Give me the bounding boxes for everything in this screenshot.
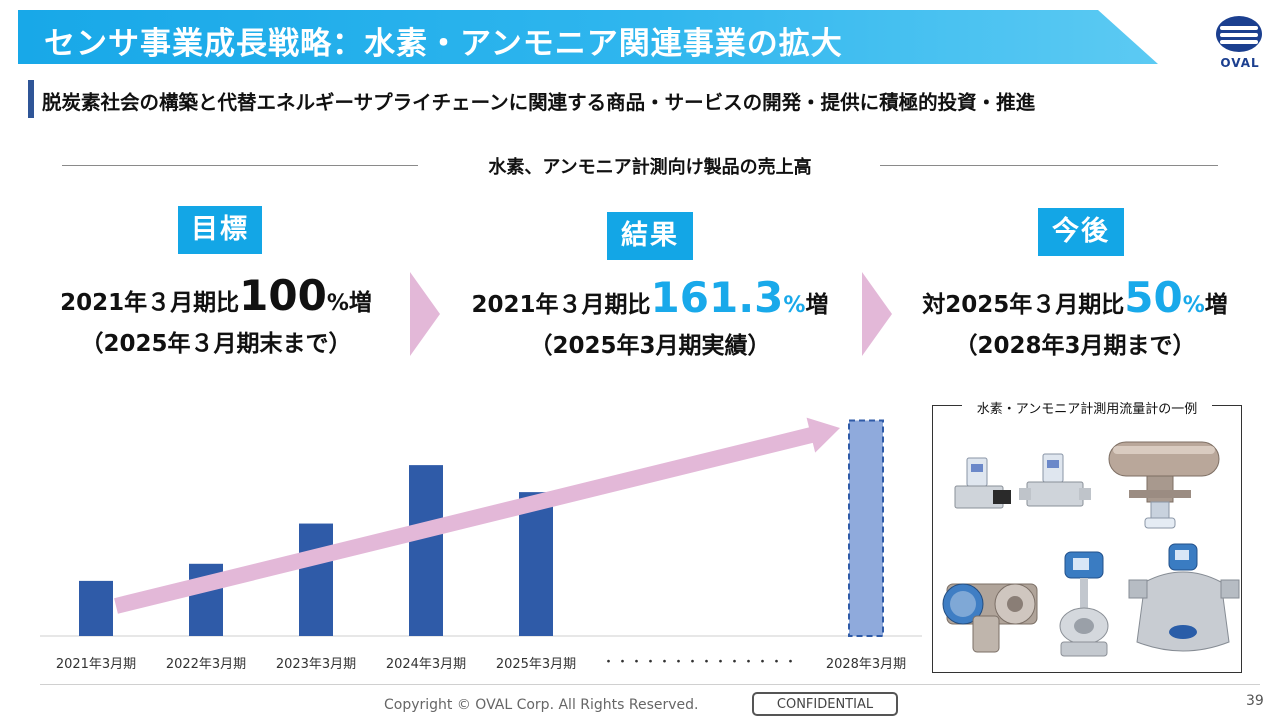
x-tick-label: 2022年3月期	[166, 657, 246, 672]
x-tick-label: 2025年3月期	[496, 657, 576, 672]
footer-divider	[40, 684, 1260, 685]
subtitle-accent-bar	[28, 80, 34, 118]
x-tick-label: 2024年3月期	[386, 657, 466, 672]
flowmeter-photo-panel	[932, 405, 1242, 673]
result-note: （2025年3月期実績）	[529, 333, 771, 359]
trend-arrow	[114, 417, 840, 614]
target-prefix: 2021年３月期比	[60, 290, 240, 316]
future-unit: %	[1182, 293, 1205, 318]
oval-logo: OVAL	[1212, 10, 1268, 76]
coriolis-meter-oval-icon	[1128, 543, 1240, 652]
section-divider-right	[880, 165, 1218, 166]
target-unit: %	[326, 291, 349, 316]
target-label: 目標	[178, 206, 262, 254]
result-stat: 2021年３月期比161.3%増 （2025年3月期実績）	[444, 276, 856, 364]
future-note: （2028年3月期まで）	[954, 333, 1196, 359]
copyright-text: Copyright © OVAL Corp. All Rights Reserv…	[384, 697, 699, 713]
target-suffix: 増	[348, 290, 372, 316]
mass-flow-controller-icon	[954, 453, 1091, 509]
future-stat: 対2025年３月期比50%増 （2028年3月期まで）	[892, 276, 1258, 364]
gap-marker: ・・・・・・・・・・・・・・	[602, 655, 798, 670]
trend-arrow-shape	[114, 417, 840, 614]
section-divider-left	[62, 165, 418, 166]
oval-logo-icon	[1216, 16, 1262, 52]
section-title: 水素、アンモニア計測向け製品の売上高	[488, 157, 812, 178]
target-value: 100	[239, 271, 327, 320]
confidential-badge: CONFIDENTIAL	[752, 692, 898, 716]
target-stat: 2021年３月期比100%増 （2025年３月期末まで）	[20, 274, 412, 362]
page-title: センサ事業成長戦略：水素・アンモニア関連事業の拡大	[44, 26, 843, 62]
bar	[299, 523, 333, 636]
result-prefix: 2021年３月期比	[471, 292, 651, 318]
x-tick-label: 2021年3月期	[56, 657, 136, 672]
target-note: （2025年３月期末まで）	[80, 331, 352, 357]
result-unit: %	[783, 293, 806, 318]
x-tick-label: 2028年3月期	[826, 657, 906, 672]
future-suffix: 増	[1204, 292, 1228, 318]
result-suffix: 増	[805, 292, 829, 318]
future-prefix: 対2025年３月期比	[922, 292, 1125, 318]
result-value: 161.3	[650, 273, 784, 322]
coriolis-meter-horizontal-icon	[1108, 441, 1220, 529]
page-number: 39	[1246, 693, 1264, 709]
flowmeter-photos	[942, 441, 1240, 657]
vortex-meter-icon	[1059, 551, 1109, 657]
bar-projected	[848, 419, 884, 637]
future-label: 今後	[1038, 208, 1124, 256]
x-tick-label: 2023年3月期	[276, 657, 356, 672]
bar	[79, 580, 113, 636]
future-value: 50	[1124, 273, 1183, 322]
title-banner	[18, 10, 1158, 64]
bar	[519, 492, 553, 636]
logo-text: OVAL	[1220, 56, 1260, 70]
photo-caption: 水素・アンモニア計測用流量計の一例	[962, 398, 1212, 417]
blue-flanged-meter-icon	[942, 583, 1038, 653]
subtitle: 脱炭素社会の構築と代替エネルギーサプライチェーンに関連する商品・サービスの開発・…	[42, 91, 1036, 114]
bar	[409, 465, 443, 636]
result-label: 結果	[607, 212, 693, 260]
